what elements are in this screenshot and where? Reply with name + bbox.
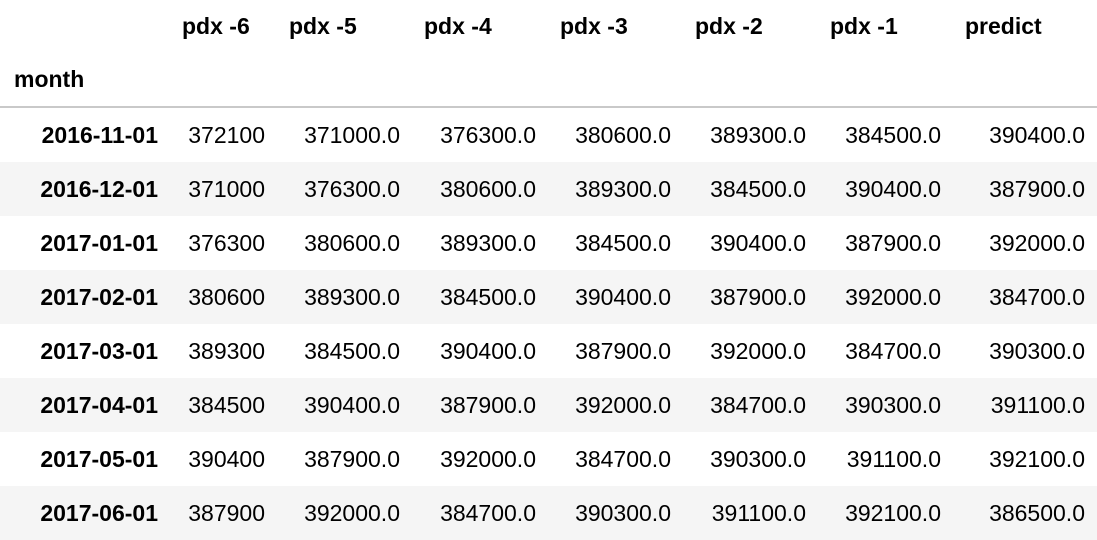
table-cell: 390400.0 — [845, 175, 941, 202]
table-cell: 384500 — [188, 391, 265, 418]
column-header-row: pdx -6 pdx -5 pdx -4 pdx -3 pdx -2 pdx -… — [0, 0, 1097, 52]
table-cell: 392000.0 — [575, 391, 671, 418]
row-index: 2017-05-01 — [40, 445, 158, 472]
row-index: 2016-12-01 — [40, 175, 158, 202]
column-header: pdx -3 — [560, 12, 628, 39]
table-cell: 392000.0 — [845, 283, 941, 310]
table-cell: 384500.0 — [440, 283, 536, 310]
table-cell: 387900.0 — [304, 445, 400, 472]
table-cell: 391100.0 — [711, 499, 806, 526]
index-name: month — [0, 52, 170, 108]
table-cell: 390400.0 — [304, 391, 400, 418]
table-cell: 390300.0 — [575, 499, 671, 526]
row-index: 2016-11-01 — [41, 121, 158, 148]
table-cell: 387900.0 — [440, 391, 536, 418]
table-cell: 390400.0 — [989, 121, 1085, 148]
table-cell: 390300.0 — [989, 337, 1085, 364]
table-row: 2017-02-01 380600 389300.0 384500.0 3904… — [0, 270, 1097, 324]
table-cell: 376300.0 — [304, 175, 400, 202]
table-cell: 371000 — [188, 175, 265, 202]
row-index: 2017-04-01 — [40, 391, 158, 418]
column-header: pdx -2 — [695, 12, 763, 39]
table-row: 2017-01-01 376300 380600.0 389300.0 3845… — [0, 216, 1097, 270]
table-cell: 384500.0 — [710, 175, 806, 202]
table-cell: 387900.0 — [710, 283, 806, 310]
table-cell: 389300 — [188, 337, 265, 364]
column-header: predict — [965, 12, 1042, 39]
table-cell: 390400.0 — [710, 229, 806, 256]
table-cell: 384700.0 — [710, 391, 806, 418]
table-row: 2017-04-01 384500 390400.0 387900.0 3920… — [0, 378, 1097, 432]
table-cell: 390400 — [188, 445, 265, 472]
table-cell: 392100.0 — [989, 445, 1085, 472]
row-index: 2017-01-01 — [40, 229, 158, 256]
column-header: pdx -6 — [182, 12, 250, 39]
row-index: 2017-03-01 — [40, 337, 158, 364]
table-cell: 384700.0 — [845, 337, 941, 364]
table-cell: 384500.0 — [304, 337, 400, 364]
table-cell: 376300.0 — [440, 121, 536, 148]
table-cell: 389300.0 — [304, 283, 400, 310]
table-cell: 387900 — [188, 499, 265, 526]
table-cell: 392000.0 — [440, 445, 536, 472]
table-cell: 390400.0 — [440, 337, 536, 364]
header-corner — [0, 0, 170, 52]
table-cell: 392000.0 — [710, 337, 806, 364]
table-cell: 372100 — [188, 121, 265, 148]
table-cell: 384700.0 — [989, 283, 1085, 310]
table-cell: 391100.0 — [846, 445, 941, 472]
table-cell: 386500.0 — [989, 499, 1085, 526]
column-header: pdx -5 — [289, 12, 357, 39]
table-cell: 392000.0 — [989, 229, 1085, 256]
table-cell: 389300.0 — [575, 175, 671, 202]
table-cell: 380600.0 — [440, 175, 536, 202]
table-cell: 390300.0 — [710, 445, 806, 472]
table-cell: 380600.0 — [304, 229, 400, 256]
table-row: 2017-06-01 387900 392000.0 384700.0 3903… — [0, 486, 1097, 540]
table-cell: 376300 — [188, 229, 265, 256]
table-cell: 380600 — [188, 283, 265, 310]
table-row: 2017-03-01 389300 384500.0 390400.0 3879… — [0, 324, 1097, 378]
table-cell: 387900.0 — [845, 229, 941, 256]
table-cell: 392100.0 — [845, 499, 941, 526]
table-cell: 387900.0 — [575, 337, 671, 364]
table-row: 2017-05-01 390400 387900.0 392000.0 3847… — [0, 432, 1097, 486]
table-cell: 389300.0 — [710, 121, 806, 148]
table-cell: 392000.0 — [304, 499, 400, 526]
table-cell: 389300.0 — [440, 229, 536, 256]
column-header: pdx -4 — [424, 12, 492, 39]
column-header: pdx -1 — [830, 12, 898, 39]
table-body: 2016-11-01 372100 371000.0 376300.0 3806… — [0, 107, 1097, 540]
table-cell: 384500.0 — [575, 229, 671, 256]
table-cell: 384700.0 — [575, 445, 671, 472]
table-cell: 390300.0 — [845, 391, 941, 418]
table-cell: 391100.0 — [990, 391, 1085, 418]
table-cell: 390400.0 — [575, 283, 671, 310]
table-cell: 371000.0 — [304, 121, 400, 148]
row-index: 2017-06-01 — [40, 499, 158, 526]
table-row: 2016-11-01 372100 371000.0 376300.0 3806… — [0, 107, 1097, 162]
row-index: 2017-02-01 — [40, 283, 158, 310]
table-row: 2016-12-01 371000 376300.0 380600.0 3893… — [0, 162, 1097, 216]
table-cell: 384500.0 — [845, 121, 941, 148]
index-name-row: month — [0, 52, 1097, 108]
table-header: pdx -6 pdx -5 pdx -4 pdx -3 pdx -2 pdx -… — [0, 0, 1097, 108]
table-cell: 380600.0 — [575, 121, 671, 148]
table-cell: 384700.0 — [440, 499, 536, 526]
table-cell: 387900.0 — [989, 175, 1085, 202]
